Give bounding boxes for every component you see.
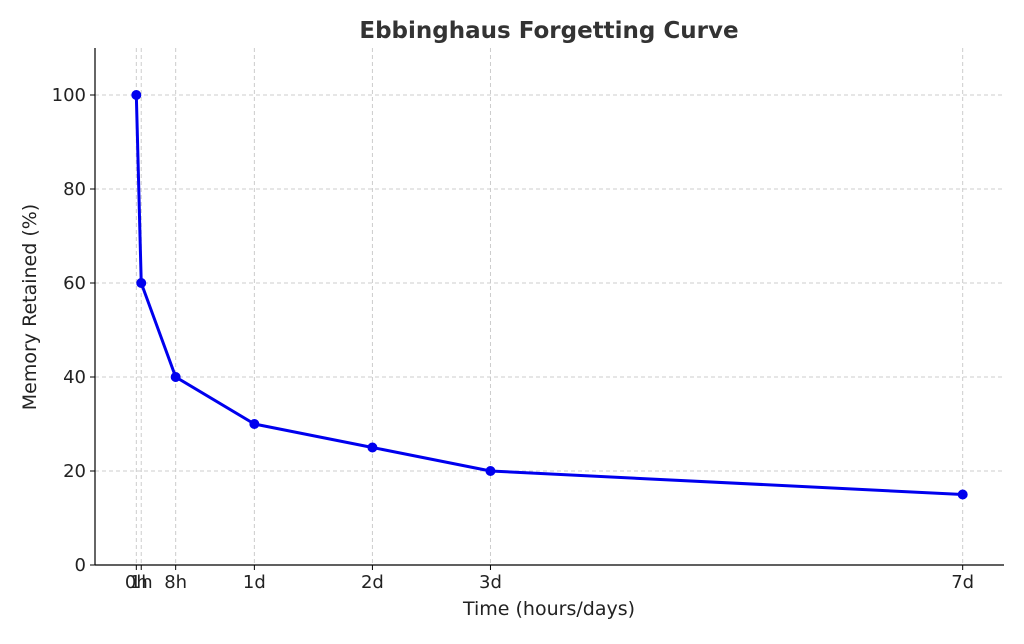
x-tick-label: 0h [125, 572, 148, 593]
x-tick-label: 2d [361, 572, 384, 593]
x-tick-label: 8h [164, 572, 187, 593]
y-tick-label: 0 [75, 555, 86, 576]
data-point [136, 278, 147, 288]
data-point [485, 466, 496, 476]
data-point [170, 372, 181, 382]
x-tick-label: 1h [130, 572, 153, 593]
x-tick-label: 3d [479, 572, 502, 593]
y-tick-label: 80 [63, 179, 86, 200]
y-tick-label: 60 [63, 273, 86, 294]
series [131, 90, 968, 500]
y-tick-label: 20 [63, 461, 86, 482]
grid [95, 48, 1004, 566]
data-point [131, 90, 142, 100]
data-point [957, 489, 968, 500]
x-tick-label: 7d [951, 572, 974, 593]
y-tick-label: 100 [52, 85, 86, 106]
data-point [249, 419, 260, 429]
y-tick-label: 40 [63, 367, 86, 388]
x-tick-label: 1d [243, 572, 266, 593]
series-line [134, 93, 965, 496]
y-axis-label: Memory Retained (%) [19, 204, 41, 410]
axes [94, 48, 1004, 566]
chart-title: Ebbinghaus Forgetting Curve [359, 18, 738, 44]
data-point [367, 442, 378, 453]
x-axis-label: Time (hours/days) [462, 598, 635, 620]
